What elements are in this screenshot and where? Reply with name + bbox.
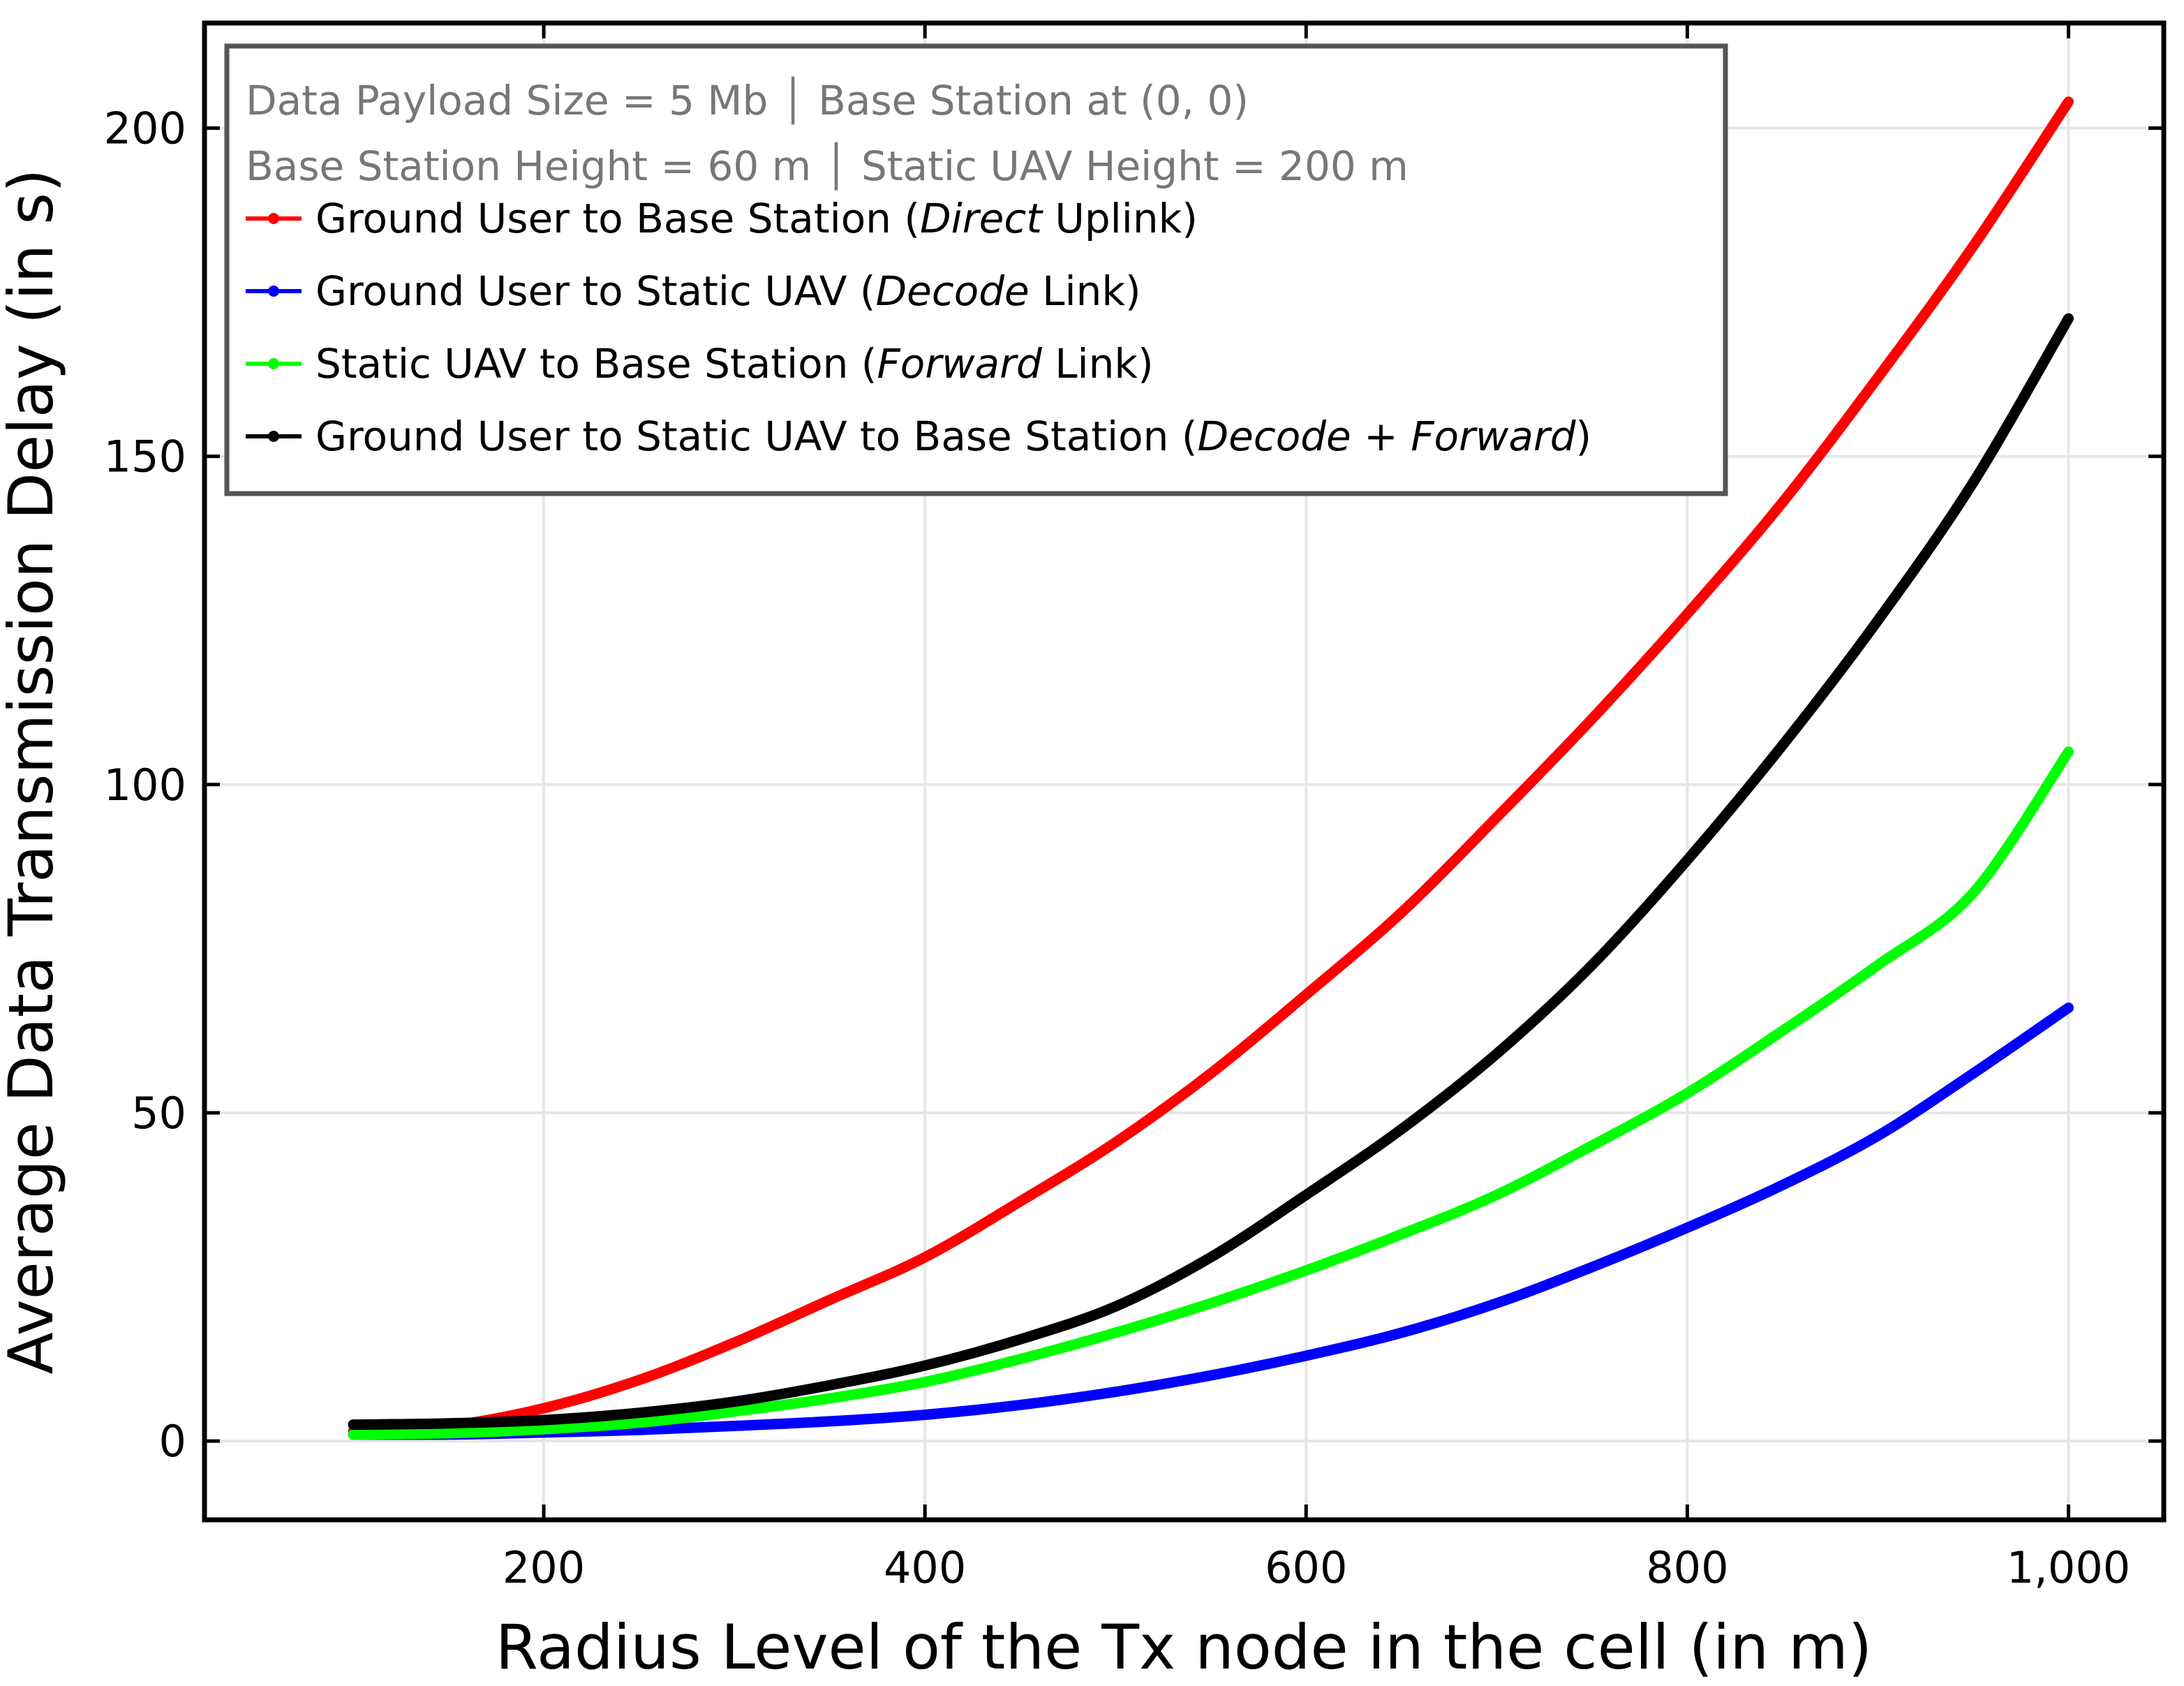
y-tick-label: 150 bbox=[104, 431, 186, 482]
legend-swatch-marker bbox=[268, 358, 279, 369]
legend: Data Payload Size = 5 Mb │ Base Station … bbox=[224, 43, 1728, 496]
x-tick-label: 200 bbox=[503, 1542, 585, 1593]
y-axis-title: Average Data Transmission Delay (in s) bbox=[0, 169, 67, 1375]
legend-note-2: Base Station Height = 60 m │ Static UAV … bbox=[246, 142, 1409, 191]
legend-swatch-marker bbox=[268, 286, 279, 297]
series-line-4 bbox=[348, 313, 2074, 1430]
legend-entries: Ground User to Base Station (Direct Upli… bbox=[246, 195, 1591, 460]
legend-label: Static UAV to Base Station (Forward Link… bbox=[315, 340, 1154, 387]
series-line-1 bbox=[348, 96, 2074, 1437]
x-tick-label: 400 bbox=[884, 1542, 966, 1593]
series-lines bbox=[348, 96, 2074, 1440]
legend-label: Ground User to Base Station (Direct Upli… bbox=[315, 195, 1198, 242]
legend-swatch-marker bbox=[268, 431, 279, 442]
y-tick-label: 200 bbox=[104, 103, 186, 154]
series-line-2 bbox=[348, 1003, 2074, 1440]
axis-ticks: 200 400 600 800 1,000 0 50 100 150 200 bbox=[104, 23, 2164, 1593]
legend-label: Ground User to Static UAV (Decode Link) bbox=[315, 267, 1141, 315]
x-tick-label: 800 bbox=[1646, 1542, 1728, 1593]
legend-note-1: Data Payload Size = 5 Mb │ Base Station … bbox=[246, 76, 1249, 125]
y-tick-label: 100 bbox=[104, 760, 186, 811]
x-tick-label: 1,000 bbox=[2007, 1542, 2131, 1593]
legend-item-1: Ground User to Base Station (Direct Upli… bbox=[246, 195, 1198, 242]
legend-label: Ground User to Static UAV to Base Statio… bbox=[315, 413, 1591, 460]
legend-swatch-marker bbox=[268, 213, 279, 224]
legend-box bbox=[224, 43, 1728, 496]
x-axis-title: Radius Level of the Tx node in the cell … bbox=[496, 1611, 1872, 1683]
legend-item-3: Static UAV to Base Station (Forward Link… bbox=[246, 340, 1154, 387]
y-tick-label: 0 bbox=[159, 1416, 186, 1467]
series-line-3 bbox=[348, 746, 2074, 1440]
legend-item-2: Ground User to Static UAV (Decode Link) bbox=[246, 267, 1141, 315]
legend-item-4: Ground User to Static UAV to Base Statio… bbox=[246, 413, 1591, 460]
plot-frame bbox=[202, 20, 2167, 1523]
x-tick-label: 600 bbox=[1265, 1542, 1347, 1593]
y-tick-label: 50 bbox=[131, 1088, 186, 1139]
